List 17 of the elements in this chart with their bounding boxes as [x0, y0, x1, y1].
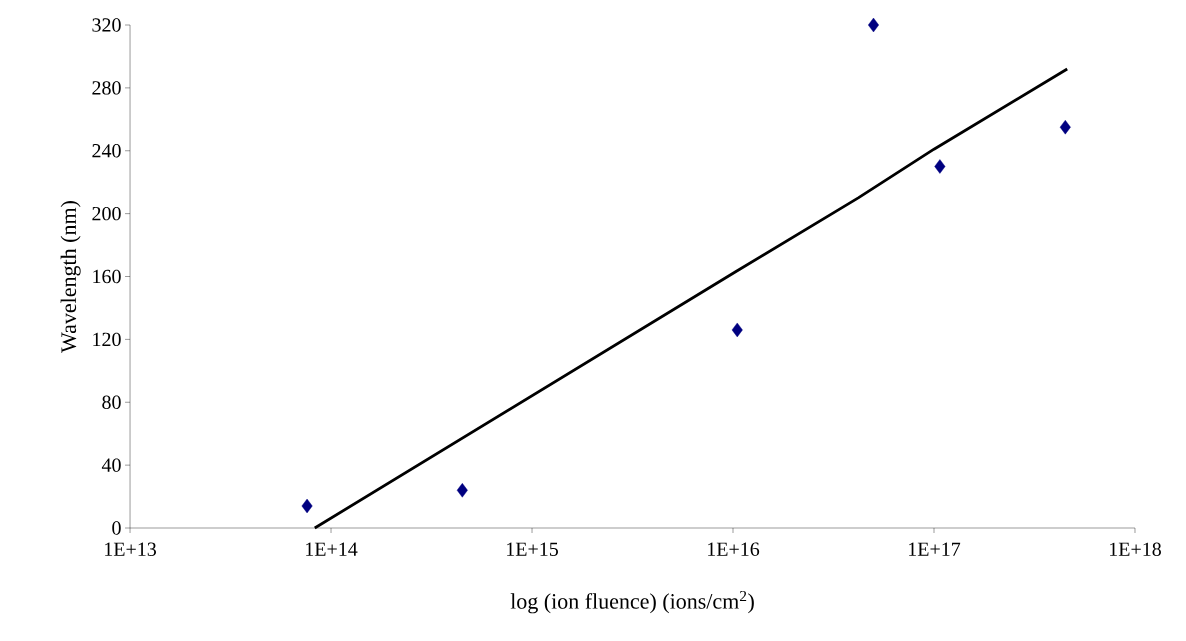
- y-tick-label: 80: [102, 395, 121, 409]
- y-tick-label: 0: [112, 521, 121, 535]
- y-tick-label: 200: [92, 206, 121, 221]
- y-tick-label: 280: [92, 81, 121, 95]
- x-tick-label: 1E+14: [306, 542, 358, 556]
- x-tick-label: 1E+16: [708, 542, 760, 556]
- x-tick-label: 1E+17: [909, 542, 961, 556]
- x-axis-title: log (ion fluence) (ions/cm$^{2}$): [510, 590, 754, 614]
- y-tick-label: 160: [93, 269, 121, 284]
- x-tick-label: 1E+13: [105, 542, 157, 556]
- y-tick-label: 320: [92, 18, 121, 32]
- x-tick-label: 1E+18: [1110, 542, 1161, 557]
- y-tick-label: 240: [92, 144, 121, 158]
- y-axis-title: Wavelength (nm): [60, 201, 81, 353]
- y-tick-label: 120: [93, 332, 121, 347]
- y-tick-label: 40: [101, 458, 121, 472]
- x-tick-label: 1E+15: [507, 542, 558, 556]
